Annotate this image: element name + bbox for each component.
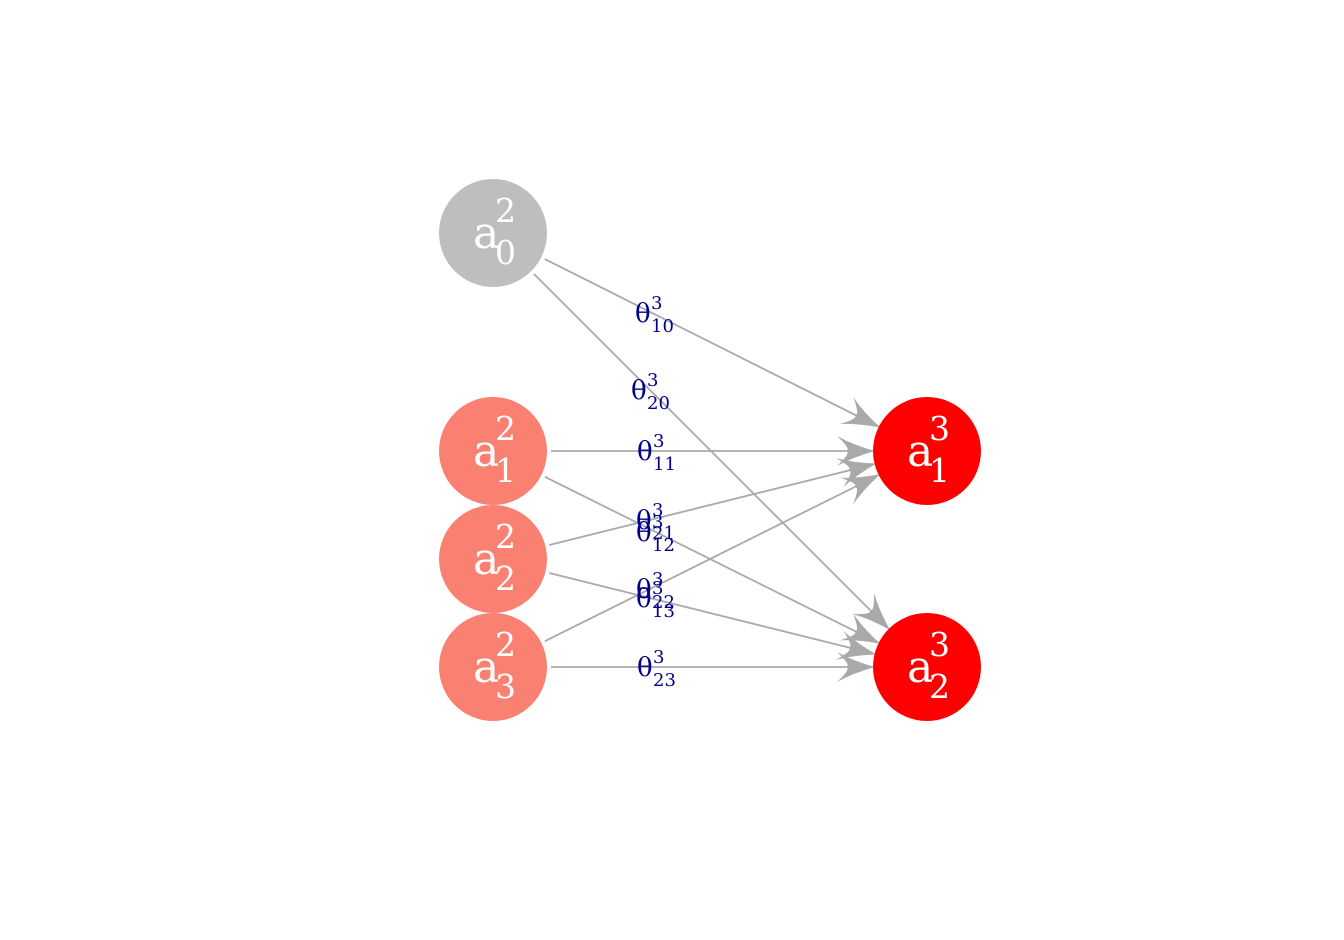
edge-a1-b2 — [544, 476, 881, 644]
arrowhead — [852, 592, 891, 631]
node-label-base: a — [473, 208, 499, 259]
arrowhead — [836, 458, 877, 488]
node-label-base: a — [907, 426, 933, 477]
edge-label-sub: 13 — [652, 601, 675, 622]
edge-label-sub: 12 — [652, 535, 675, 556]
edge-label-sup: 3 — [652, 569, 663, 590]
node-label-sub: 0 — [495, 233, 516, 272]
edge-line — [549, 572, 868, 653]
edge-label-base: θ — [631, 376, 647, 406]
node-label-sup: 2 — [495, 409, 516, 448]
node-label-sup: 2 — [495, 625, 516, 664]
node-circle — [439, 613, 547, 721]
node-circle — [439, 505, 547, 613]
node-a0: a20 — [439, 179, 547, 287]
edge-a2-b1 — [549, 458, 877, 546]
edge-a0-b1 — [544, 258, 881, 428]
edge-label-sup: 3 — [652, 578, 663, 599]
edge-label-sup: 3 — [653, 647, 664, 668]
edge-label-base: θ — [636, 506, 652, 536]
edge-label-a3-b2: θ 323 — [637, 647, 676, 691]
edge-label-sup: 3 — [647, 370, 658, 391]
edge-label-a0-b1: θ 310 — [635, 293, 674, 337]
node-label-sup: 3 — [929, 625, 950, 664]
node-circle — [439, 179, 547, 287]
edge-label-a1-b2: θ 321 — [636, 500, 675, 544]
edge-a3-b1 — [544, 474, 881, 642]
edge-label-base: θ — [637, 437, 653, 467]
node-label-sub: 3 — [495, 667, 516, 706]
node-a3: a23 — [439, 613, 547, 721]
edge-line — [533, 273, 884, 624]
node-b1: a31 — [873, 397, 981, 505]
edge-a3-b2 — [551, 652, 875, 682]
node-label-sub: 1 — [929, 451, 950, 490]
arrowhead — [837, 652, 875, 682]
node-circle — [873, 613, 981, 721]
edge-a1-b1 — [551, 436, 875, 466]
node-a1: a21 — [439, 397, 547, 505]
node-label-sub: 2 — [495, 559, 516, 598]
edge-label-base: θ — [636, 518, 652, 548]
arrowhead — [839, 474, 881, 505]
node-label-base: a — [473, 642, 499, 693]
arrowhead — [839, 613, 881, 644]
edge-label-sup: 3 — [651, 293, 662, 314]
node-label-sup: 3 — [929, 409, 950, 448]
edge-label-sub: 23 — [653, 670, 676, 691]
node-label-base: a — [907, 642, 933, 693]
edge-label-sub: 21 — [652, 523, 675, 544]
node-label-sub: 1 — [495, 451, 516, 490]
edge-label-sup: 3 — [652, 512, 663, 533]
node-label-sup: 2 — [495, 191, 516, 230]
edge-label-a0-b2: θ 320 — [631, 370, 670, 414]
node-b2: a32 — [873, 613, 981, 721]
edge-label-a2-b1: θ 312 — [636, 512, 675, 556]
edge-a0-b2 — [533, 273, 891, 631]
edge-line — [544, 476, 872, 641]
edge-label-sup: 3 — [652, 500, 663, 521]
node-circle — [873, 397, 981, 505]
edge-label-base: θ — [637, 653, 653, 683]
edge-label-sub: 22 — [652, 592, 675, 613]
edge-line — [544, 258, 873, 424]
edge-label-a1-b1: θ 311 — [637, 431, 676, 475]
edge-label-sub: 20 — [647, 393, 670, 414]
edge-label-base: θ — [636, 575, 652, 605]
edge-label-sub: 11 — [653, 454, 676, 475]
node-circle — [439, 397, 547, 505]
edge-label-base: θ — [635, 299, 651, 329]
node-label-base: a — [473, 426, 499, 477]
edge-label-sub: 10 — [651, 316, 674, 337]
arrowhead — [836, 630, 877, 660]
node-label-sup: 2 — [495, 517, 516, 556]
node-label-base: a — [473, 534, 499, 585]
edge-line — [549, 465, 868, 546]
arrowhead — [839, 397, 881, 428]
edge-label-sup: 3 — [653, 431, 664, 452]
node-a2: a22 — [439, 505, 547, 613]
edge-label-a2-b2: θ 322 — [636, 569, 675, 613]
edges-layer — [533, 258, 891, 682]
edge-line — [544, 477, 872, 642]
arrowhead — [837, 436, 875, 466]
edge-a2-b2 — [549, 572, 877, 660]
node-label-sub: 2 — [929, 667, 950, 706]
edge-label-base: θ — [636, 584, 652, 614]
edge-label-a3-b1: θ 313 — [636, 578, 675, 622]
